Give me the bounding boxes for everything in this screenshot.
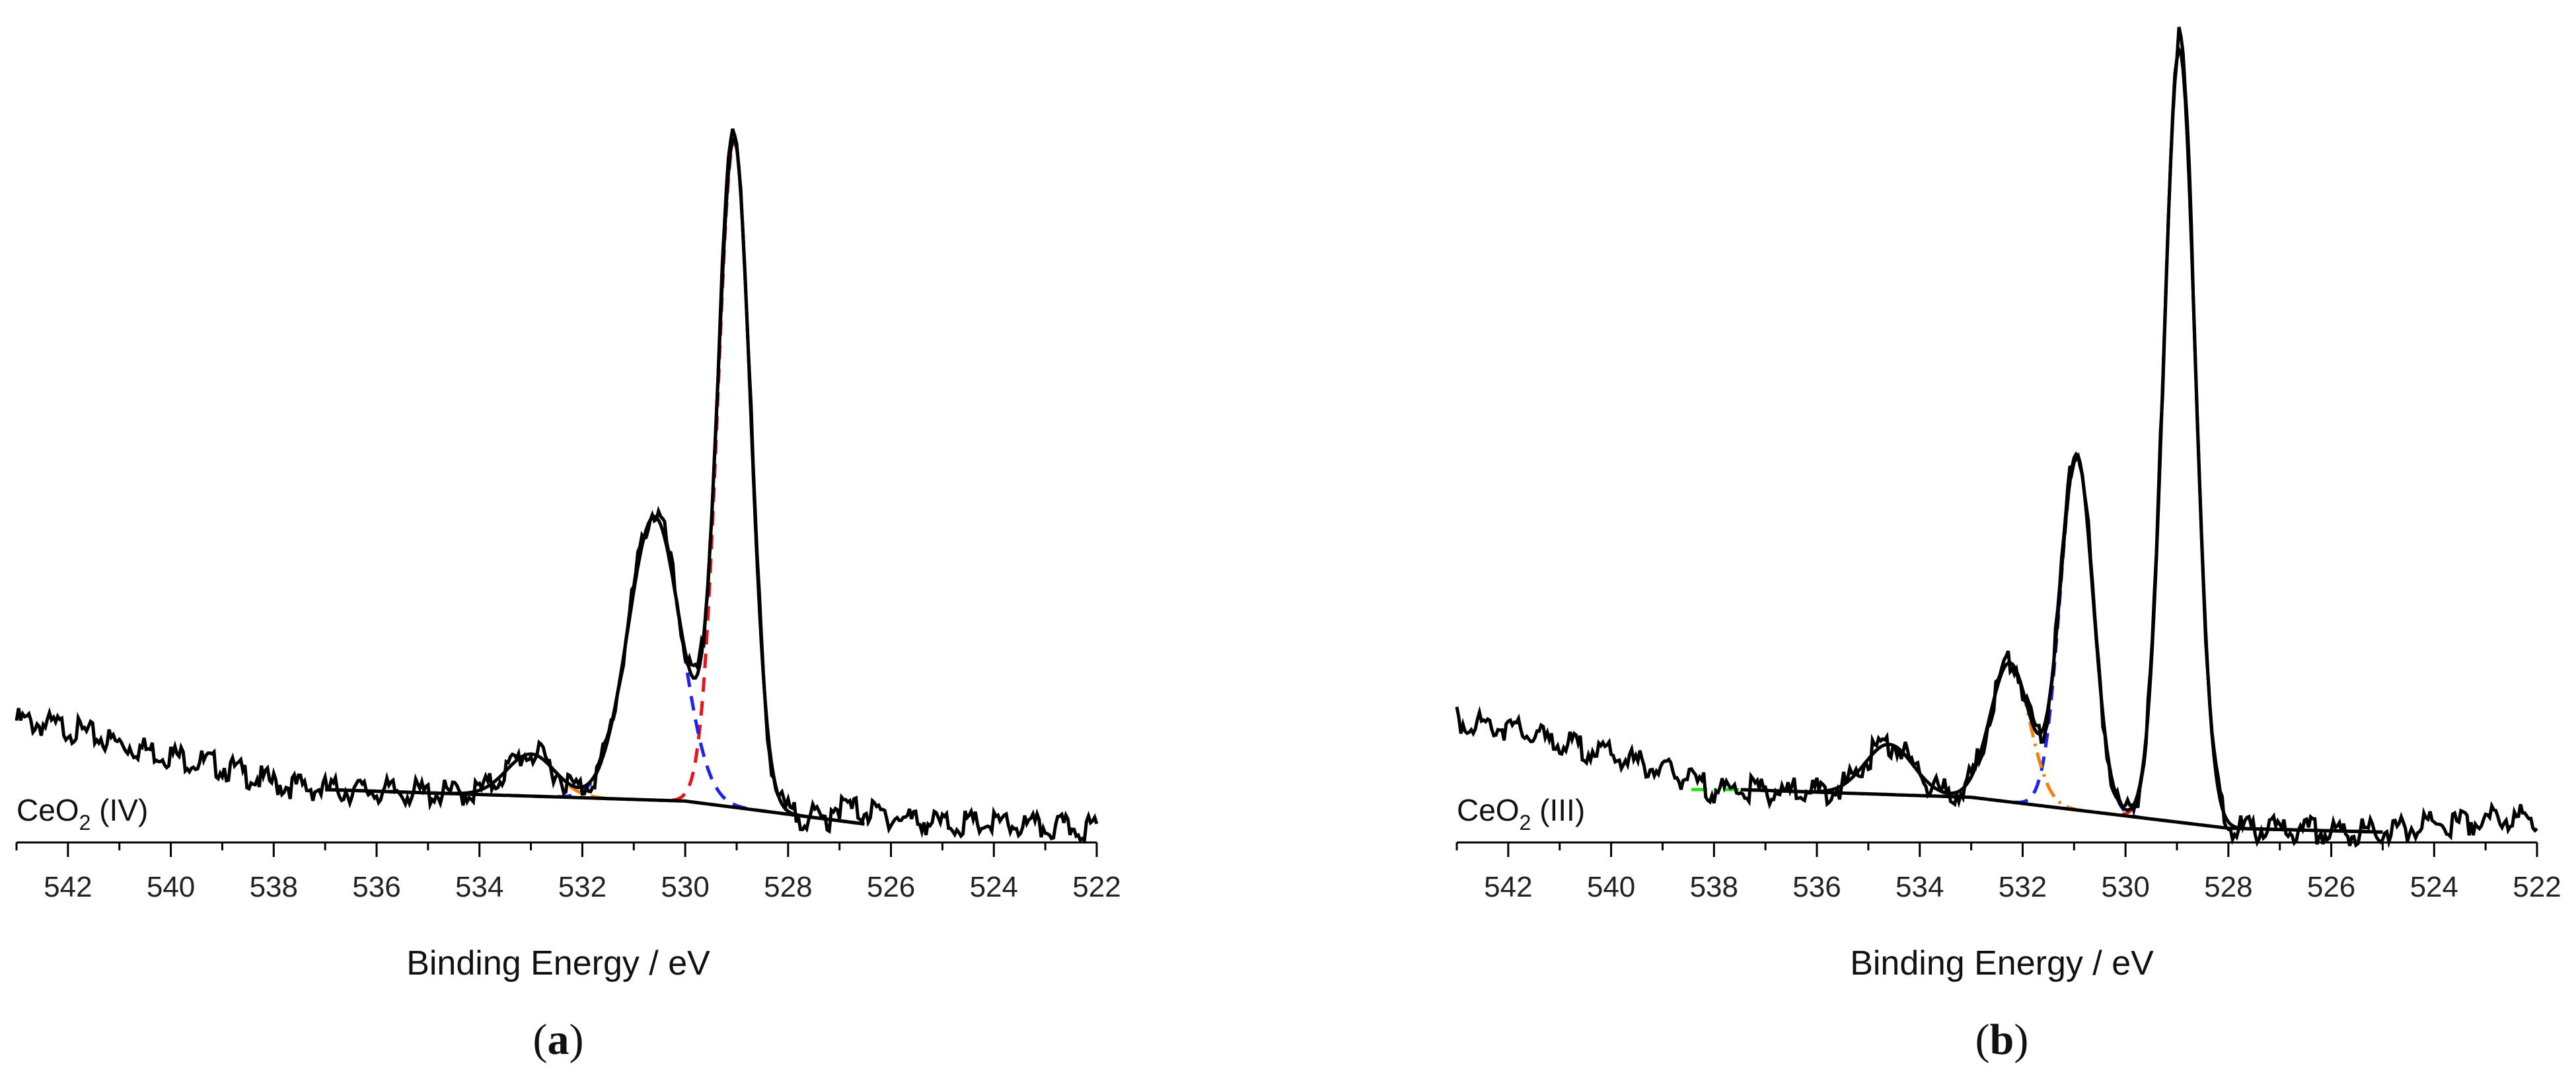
panel-a-tick-label-538: 538 — [250, 871, 298, 903]
panel-b-curves — [1455, 26, 2538, 848]
panel-b: 542 540 538 536 534 532 530 528 526 524 522 CeO2 (… — [1455, 26, 2561, 1064]
panel-b-tick-label-524: 524 — [2410, 871, 2458, 903]
panel-b-sample-label: CeO2 (III) — [1457, 793, 1585, 835]
panel-b-experimental-line — [1455, 26, 2538, 848]
panel-a-label: (a) — [533, 1016, 584, 1064]
panel-b-ticks: 542 540 538 536 534 532 530 528 526 524 522 — [1455, 842, 2561, 903]
panel-b-label: (b) — [1975, 1016, 2029, 1064]
panel-b-series-o-lattice-component — [2051, 45, 2309, 832]
panel-a-x-axis-label: Binding Energy / eV — [406, 944, 710, 983]
panel-a-tick-label-534: 534 — [455, 871, 503, 903]
panel-a-tick-label-528: 528 — [764, 871, 812, 903]
panel-b-tick-label-536: 536 — [1792, 871, 1841, 903]
panel-a-tick-label-540: 540 — [147, 871, 195, 903]
panel-a-tick-label-536: 536 — [352, 871, 400, 903]
panel-b-tick-label-526: 526 — [2307, 871, 2355, 903]
panel-b-series-o-surface-defect-component — [1942, 452, 2211, 828]
panel-b-envelope-line — [1740, 45, 2383, 834]
panel-b-tick-label-528: 528 — [2204, 871, 2252, 903]
panel-a-envelope-line — [325, 135, 865, 826]
panel-a-ticks: 542 540 538 536 534 532 530 528 526 524 522 — [15, 842, 1121, 903]
panel-a-tick-label-532: 532 — [558, 871, 607, 903]
panel-b-tick-label-540: 540 — [1587, 871, 1635, 903]
panel-b-series-hydroxyl-component — [1847, 661, 2172, 823]
panel-a-experimental-line — [15, 128, 1099, 844]
panel-b-tick-label-542: 542 — [1484, 871, 1532, 903]
panel-a-tick-label-530: 530 — [661, 871, 709, 903]
panel-a-tick-label-524: 524 — [970, 871, 1018, 903]
panel-b-tick-label-522: 522 — [2513, 871, 2561, 903]
panel-b-tick-label-530: 530 — [2101, 871, 2149, 903]
panel-a-tick-label-542: 542 — [44, 871, 92, 903]
panel-b-tick-label-538: 538 — [1690, 871, 1738, 903]
panel-a-series-o-lattice-component — [601, 137, 869, 826]
panel-a-tick-label-526: 526 — [867, 871, 915, 903]
panel-a: 542 540 538 536 534 532 530 528 526 524 522 CeO2 (… — [15, 128, 1121, 1064]
panel-b-tick-label-532: 532 — [1999, 871, 2047, 903]
panel-a-tick-label-522: 522 — [1072, 871, 1121, 903]
panel-a-sample-label: CeO2 (IV) — [17, 793, 148, 835]
panel-b-tick-label-534: 534 — [1895, 871, 1944, 903]
panel-a-curves — [15, 128, 1099, 844]
panel-b-x-axis-label: Binding Energy / eV — [1850, 944, 2154, 983]
